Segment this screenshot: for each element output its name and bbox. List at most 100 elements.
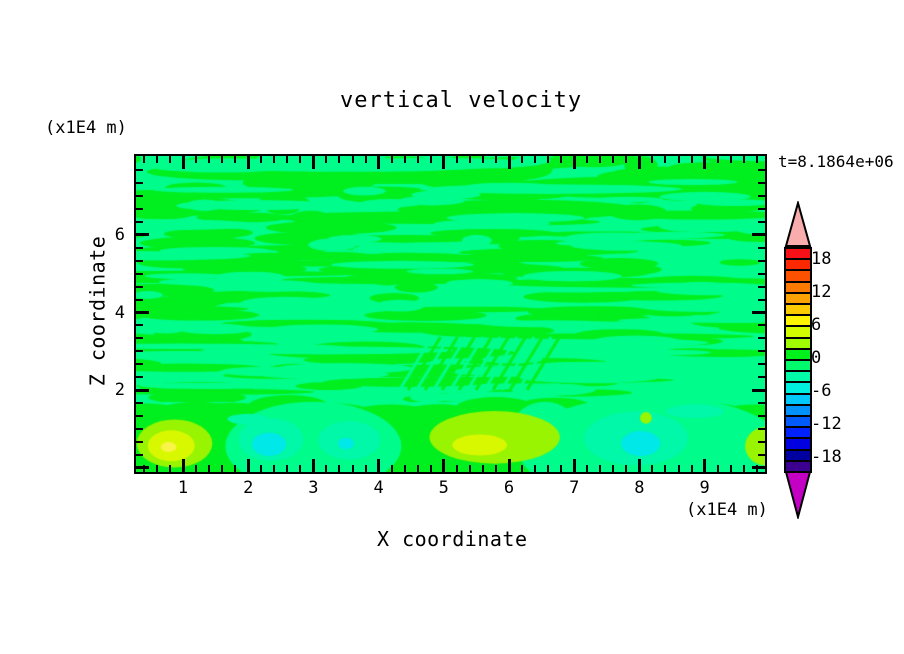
y-minor-tick [758,246,765,249]
colorbar-segment-13 [786,394,810,406]
x-major-tick [377,459,381,472]
x-minor-tick [599,465,602,472]
x-minor-tick [221,156,224,163]
y-minor-tick [758,363,765,366]
y-minor-tick [136,246,143,249]
y-minor-tick [136,440,143,443]
x-major-tick [703,156,707,169]
x-major-tick [507,459,511,472]
x-minor-tick [208,465,211,472]
x-minor-tick [599,156,602,163]
colorbar-segment-5 [786,305,810,317]
contour-field-canvas [136,156,765,472]
x-major-tick [246,156,250,169]
x-minor-tick [351,465,354,472]
x-minor-tick [521,465,524,472]
y-major-tick [752,388,765,392]
colorbar-segment-10 [786,361,810,373]
x-minor-tick [651,156,654,163]
y-minor-tick [136,259,143,262]
y-minor-tick [136,272,143,275]
y-major-tick [136,466,149,469]
time-label: t=8.1864e+06 [778,152,894,171]
colorbar-segment-6 [786,316,810,328]
x-axis-title: X coordinate [377,527,528,551]
plot-frame [134,154,767,474]
x-major-tick [442,459,446,472]
x-minor-tick [286,156,289,163]
x-minor-tick [534,465,537,472]
x-major-tick [637,156,641,169]
y-minor-tick [758,440,765,443]
y-tick-label-6: 6 [114,225,125,245]
y-tick-label-4: 4 [114,302,125,323]
y-minor-tick [758,259,765,262]
x-minor-tick [586,465,589,472]
y-major-tick [136,310,149,314]
y-minor-tick [758,221,765,224]
plot-title: vertical velocity [340,88,583,113]
y-minor-tick [758,376,765,379]
x-minor-tick [260,465,263,472]
colorbar-arrow-down-icon [784,471,812,519]
colorbar-arrow-up-icon [784,201,812,247]
y-minor-tick [136,401,143,404]
x-major-tick [246,459,250,472]
x-minor-tick [481,465,484,472]
x-tick-label-8: 8 [634,478,645,498]
x-major-tick [572,459,576,472]
colorbar-segment-0 [786,249,810,261]
x-minor-tick [429,156,432,163]
colorbar-segment-3 [786,282,810,294]
x-minor-tick [729,465,732,472]
y-axis-unit-label: (x1E4 m) [45,118,127,138]
x-minor-tick [547,465,550,472]
colorbar-segment-18 [786,450,810,462]
x-minor-tick [403,465,406,472]
contour-plot-area [136,156,765,472]
colorbar-segment-7 [786,327,810,339]
x-minor-tick [455,156,458,163]
colorbar-segment-4 [786,293,810,306]
x-minor-tick [664,465,667,472]
x-minor-tick [403,156,406,163]
x-minor-tick [716,465,719,472]
colorbar-label-18: 18 [811,249,832,269]
y-minor-tick [136,182,143,185]
x-minor-tick [612,156,615,163]
colorbar-segment-2 [786,271,810,283]
x-minor-tick [273,465,276,472]
x-tick-label-6: 6 [503,478,515,498]
x-minor-tick [195,465,198,472]
y-major-tick [752,233,765,237]
x-minor-tick [260,156,263,163]
x-minor-tick [468,465,471,472]
y-minor-tick [136,195,143,198]
colorbar-segment-8 [786,338,810,350]
x-major-tick [572,156,576,169]
x-minor-tick [208,156,211,163]
x-minor-tick [390,465,393,472]
x-minor-tick [221,465,224,472]
x-minor-tick [664,156,667,163]
x-minor-tick [351,156,354,163]
x-minor-tick [234,465,237,472]
y-minor-tick [136,221,143,224]
x-major-tick [507,156,511,169]
y-minor-tick [758,285,765,288]
x-minor-tick [560,156,563,163]
x-minor-tick [494,156,497,163]
x-tick-label-5: 5 [438,478,449,498]
x-minor-tick [299,465,302,472]
x-minor-tick [416,465,419,472]
x-minor-tick [690,465,693,472]
colorbar-segment-11 [786,372,810,384]
y-minor-tick [758,350,765,353]
colorbar-label--6: -6 [811,381,832,401]
y-minor-tick [758,427,765,430]
x-minor-tick [560,465,563,472]
colorbar-segment-19 [786,461,810,472]
x-minor-tick [195,156,198,163]
x-axis-unit-label: (x1E4 m) [686,500,768,520]
colorbar-segment-15 [786,417,810,429]
